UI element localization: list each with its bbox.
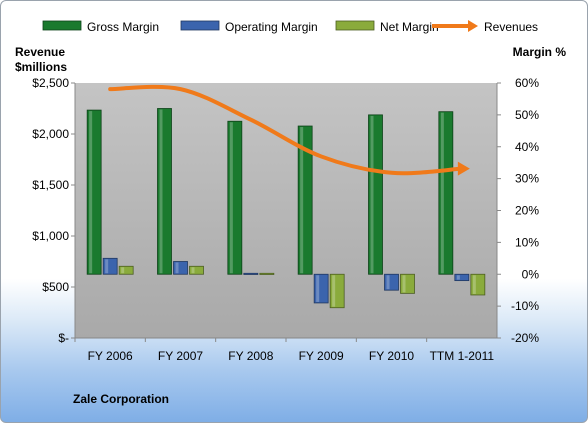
bar-operating-margin xyxy=(454,273,470,282)
bar-highlight xyxy=(191,267,195,274)
plot-area xyxy=(75,83,497,338)
left-tick-label: $500 xyxy=(42,280,69,294)
x-tick-label: FY 2008 xyxy=(228,349,273,363)
revenues-line-arrow xyxy=(457,161,470,176)
bar-highlight xyxy=(440,112,444,274)
x-tick-label: FY 2009 xyxy=(299,349,344,363)
bar-net-margin xyxy=(329,273,345,309)
bar-highlight xyxy=(402,275,406,293)
legend-label: Operating Margin xyxy=(225,20,318,34)
bar-highlight xyxy=(89,111,93,274)
bar-highlight xyxy=(121,267,125,274)
left-tick-label: $1,000 xyxy=(32,229,69,243)
right-tick-label: 20% xyxy=(515,204,539,218)
legend-swatch-operating-margin xyxy=(180,20,220,31)
bar-operating-margin xyxy=(313,273,329,304)
legend-label: Revenues xyxy=(484,20,538,34)
right-tick-label: 30% xyxy=(515,172,539,186)
bar-highlight xyxy=(316,275,320,302)
right-tick-label: 10% xyxy=(515,235,539,249)
bar-highlight xyxy=(456,275,460,280)
bar-operating-margin xyxy=(384,273,399,291)
left-tick-label: $2,000 xyxy=(32,127,69,141)
bar-highlight xyxy=(332,275,336,307)
bar-net-margin xyxy=(189,265,204,275)
bar-operating-margin xyxy=(102,257,118,275)
left-axis-title: Revenue xyxy=(15,45,65,59)
right-tick-label: 0% xyxy=(522,267,540,281)
bar-highlight xyxy=(175,262,179,274)
legend-label: Net Margin xyxy=(380,20,439,34)
bar-gross-margin xyxy=(157,108,172,275)
bar-gross-margin xyxy=(438,111,454,275)
legend-arrow-revenues xyxy=(468,20,478,32)
left-tick-label: $1,500 xyxy=(32,178,69,192)
left-axis-title: $millions xyxy=(15,60,67,74)
bar-net-margin xyxy=(259,272,275,275)
left-tick-label: $2,500 xyxy=(32,76,69,90)
x-tick-label: FY 2010 xyxy=(369,349,414,363)
legend-swatch-net-margin xyxy=(335,20,375,31)
bar-highlight xyxy=(386,275,390,290)
right-tick-label: 40% xyxy=(515,140,539,154)
bar-highlight xyxy=(472,275,476,294)
x-tick-label: FY 2006 xyxy=(88,349,133,363)
bar-gross-margin xyxy=(297,125,313,275)
right-tick-label: -10% xyxy=(511,299,539,313)
legend-swatch-gross-margin xyxy=(42,20,82,31)
right-axis-title: Margin % xyxy=(513,45,567,59)
right-tick-label: -20% xyxy=(511,331,539,345)
bar-highlight xyxy=(300,127,304,274)
right-tick-label: 60% xyxy=(515,76,539,90)
bar-gross-margin xyxy=(227,120,243,275)
bar-operating-margin xyxy=(243,272,259,275)
company-name: Zale Corporation xyxy=(73,392,169,406)
x-tick-label: FY 2007 xyxy=(158,349,203,363)
bar-gross-margin xyxy=(368,114,383,275)
bar-net-margin xyxy=(118,265,134,275)
bar-net-margin xyxy=(400,273,415,294)
x-tick-label: TTM 1-2011 xyxy=(430,349,495,363)
bar-gross-margin xyxy=(86,109,102,275)
bar-highlight xyxy=(370,115,374,274)
bar-highlight xyxy=(105,259,109,274)
bar-highlight xyxy=(159,109,163,274)
revenues-line xyxy=(108,84,464,176)
left-tick-label: $- xyxy=(58,331,69,345)
legend-label: Gross Margin xyxy=(87,20,159,34)
bar-operating-margin xyxy=(173,261,188,275)
bar-highlight xyxy=(229,122,233,274)
right-tick-label: 50% xyxy=(515,108,539,122)
bar-net-margin xyxy=(470,273,486,296)
